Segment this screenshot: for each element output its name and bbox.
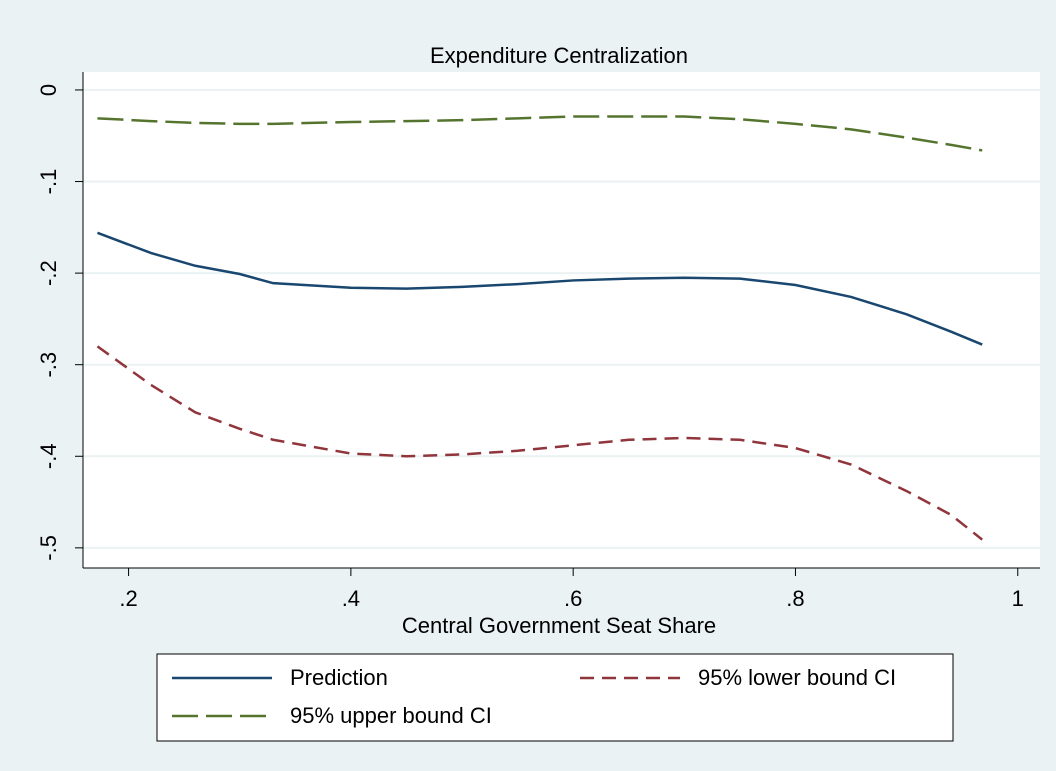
x-tick-label: .4 bbox=[342, 586, 360, 611]
y-tick-label: -.4 bbox=[36, 443, 61, 469]
legend bbox=[156, 653, 954, 742]
legend-label: 95% upper bound CI bbox=[290, 703, 492, 728]
plot-area bbox=[83, 72, 1040, 568]
x-tick-label: .8 bbox=[786, 586, 804, 611]
chart-title: Expenditure Centralization bbox=[430, 43, 688, 68]
y-tick-label: 0 bbox=[36, 84, 61, 96]
data-line bbox=[97, 231, 983, 346]
y-tick-label: -.5 bbox=[36, 535, 61, 561]
data-line bbox=[97, 115, 983, 152]
data-line bbox=[96, 345, 983, 541]
x-tick-label: .2 bbox=[119, 586, 137, 611]
x-tick-label: .6 bbox=[564, 586, 582, 611]
y-tick-label: -.1 bbox=[36, 169, 61, 195]
legend-label: Prediction bbox=[290, 665, 388, 690]
x-tick-label: 1 bbox=[1012, 586, 1024, 611]
legend-label: 95% lower bound CI bbox=[698, 665, 896, 690]
y-tick-label: -.2 bbox=[36, 260, 61, 286]
y-tick-label: -.3 bbox=[36, 352, 61, 378]
x-axis-title: Central Government Seat Share bbox=[402, 613, 716, 638]
